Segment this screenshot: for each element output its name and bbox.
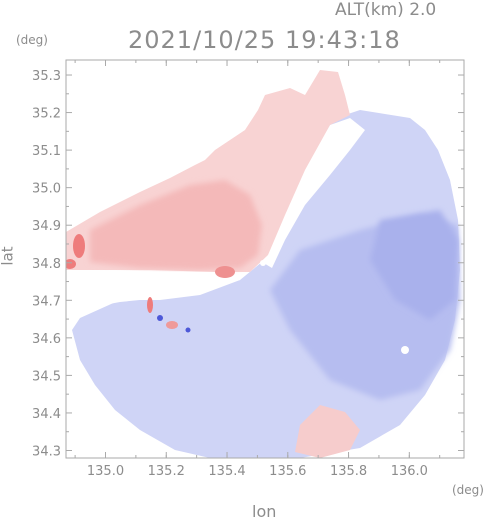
y-tick-label: 35.3	[32, 69, 61, 84]
x-tick-label: 135.8	[330, 464, 367, 479]
receding-south-region	[295, 405, 360, 458]
plot-frame	[65, 59, 465, 459]
receding-spot	[66, 259, 76, 269]
x-tick-label: 135.2	[148, 464, 185, 479]
y-tick-label: 34.3	[32, 444, 61, 459]
x-tick-label: 135.4	[208, 464, 245, 479]
y-tick-label: 34.7	[32, 294, 61, 309]
y-tick-label: 34.8	[32, 257, 61, 272]
y-tick-label: 34.6	[32, 332, 61, 347]
x-axis-unit: (deg)	[452, 483, 484, 497]
approaching-spot	[157, 315, 163, 321]
zero-velocity-band	[262, 118, 365, 268]
receding-strong-region	[90, 180, 262, 270]
approaching-spot	[401, 346, 409, 354]
velocity-field	[66, 70, 460, 458]
blocked-sector	[66, 270, 240, 312]
y-tick-label: 34.5	[32, 369, 61, 384]
x-tick-label: 135.6	[269, 464, 306, 479]
y-tick-label: 34.9	[32, 219, 61, 234]
receding-spot	[166, 321, 178, 329]
timestamp: 2021/10/25 19:43:18	[128, 26, 401, 54]
receding-spot	[147, 297, 153, 313]
receding-spot	[73, 234, 85, 258]
y-tick-label: 35.0	[32, 182, 61, 197]
approaching-spot	[185, 327, 191, 333]
y-axis-unit: (deg)	[16, 33, 48, 47]
receding-spot	[215, 266, 235, 278]
y-tick-label: 34.4	[32, 407, 61, 422]
x-tick-label: 136.0	[391, 464, 428, 479]
radar-center-marker	[260, 260, 266, 266]
approaching-core	[370, 210, 458, 320]
altitude-label: ALT(km) 2.0	[335, 0, 437, 20]
y-tick-label: 35.1	[32, 144, 61, 159]
x-axis-label: lon	[252, 502, 277, 521]
tick-group: 135.0 135.2 135.4 135.6 135.8 136.0 34.3 34.4 34…	[32, 60, 464, 479]
y-tick-label: 35.2	[32, 107, 61, 122]
x-tick-label: 135.0	[87, 464, 124, 479]
